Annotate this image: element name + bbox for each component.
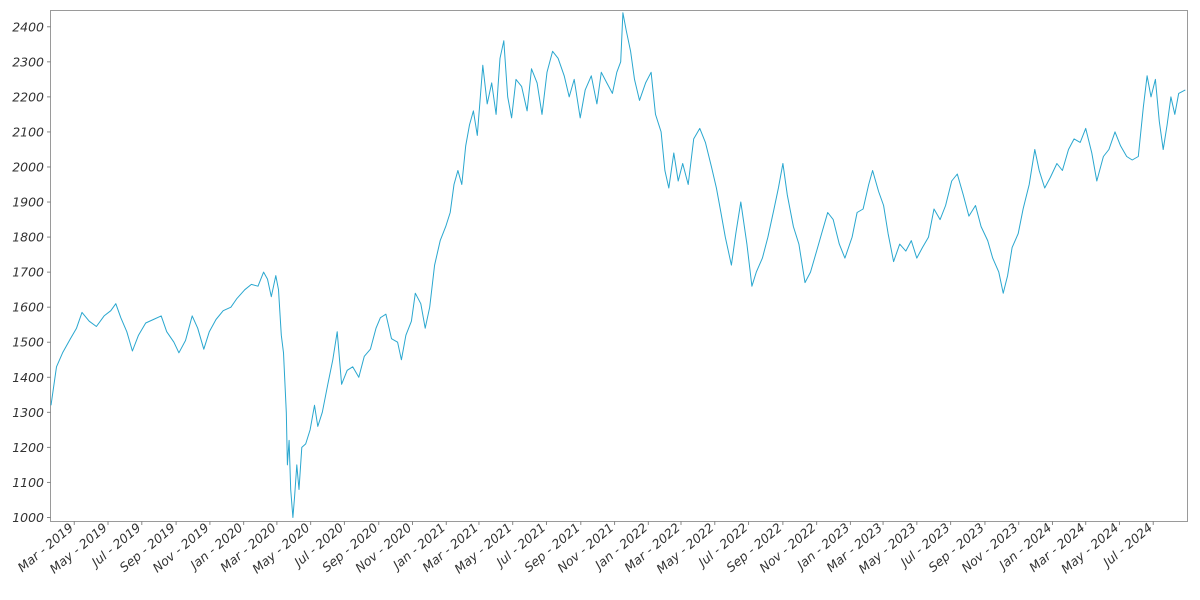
y-tick-label: 2100	[12, 124, 44, 139]
y-axis: 1000 1100 1200 1300 1400 1500 1600 1700 1800 1900…	[12, 19, 51, 525]
plot-frame	[50, 10, 1188, 522]
y-tick-label: 1500	[12, 335, 44, 350]
y-tick-label: 1200	[12, 440, 44, 455]
y-tick-label: 1000	[12, 510, 44, 525]
y-tick-label: 1700	[12, 265, 44, 280]
series-line-0	[50, 12, 1186, 518]
y-tick-label: 1900	[12, 195, 44, 210]
y-tick-label: 2300	[12, 54, 44, 69]
y-tick-label: 2400	[12, 19, 44, 34]
y-tick-label: 1300	[12, 405, 44, 420]
y-tick-label: 1100	[12, 475, 44, 490]
y-tick-label: 1800	[12, 230, 44, 245]
series-layer	[50, 12, 1186, 518]
y-tick-label: 1600	[12, 300, 44, 315]
y-tick-label: 1400	[12, 370, 44, 385]
y-tick-label: 2000	[12, 159, 44, 174]
y-tick-label: 2200	[12, 89, 44, 104]
